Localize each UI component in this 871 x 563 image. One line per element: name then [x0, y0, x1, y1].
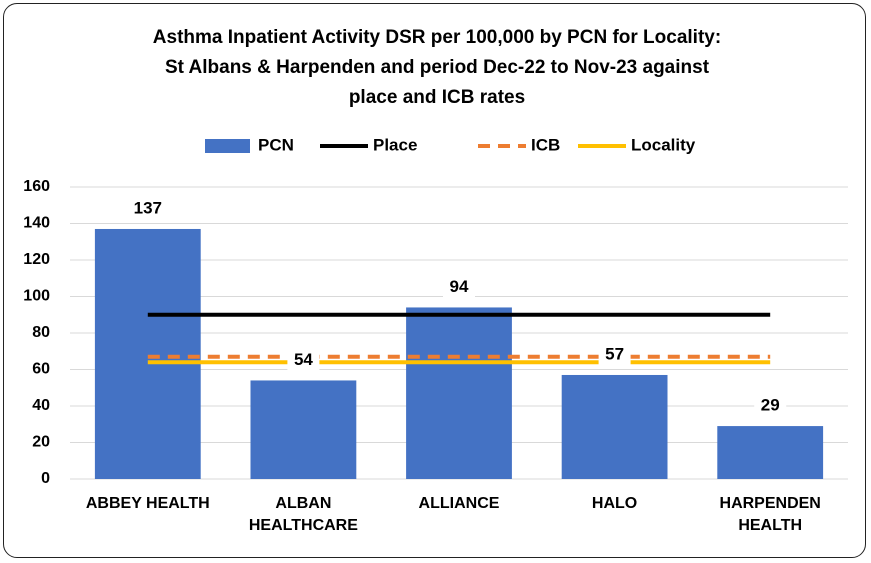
y-tick-label: 140 [23, 215, 50, 232]
bar [250, 380, 357, 479]
chart-border [3, 3, 866, 558]
y-tick-label: 0 [41, 470, 50, 487]
bar [94, 228, 201, 479]
bar [406, 307, 512, 479]
x-tick-label: ALBAN HEALTHCARE [248, 495, 358, 534]
x-tick-label: HALO [591, 495, 638, 512]
chart-title: Asthma Inpatient Activity DSR per 100,00… [153, 27, 721, 48]
y-tick-label: 160 [23, 178, 50, 195]
data-label: 94 [450, 277, 469, 296]
legend-swatch [205, 139, 250, 153]
data-label-bg [131, 197, 164, 220]
data-label-bg [598, 343, 631, 366]
data-label-bg [287, 349, 320, 372]
x-tick-label: ALLIANCE [418, 495, 500, 512]
x-tick-label: ABBEY HEALTH [85, 495, 210, 512]
x-tick-label: HARPENDEN HEALTH [719, 495, 821, 534]
data-label-bg [754, 395, 787, 418]
y-tick-label: 40 [32, 397, 50, 414]
legend-label: Place [373, 135, 417, 154]
legend-label: ICB [531, 135, 560, 154]
bar [561, 374, 668, 479]
chart-title: St Albans & Harpenden and period Dec-22 … [165, 57, 710, 78]
legend-label: Locality [631, 135, 696, 154]
data-label-bg [443, 276, 475, 299]
legend-label: PCN [258, 135, 294, 154]
data-label: 54 [294, 350, 313, 369]
y-tick-label: 80 [32, 324, 50, 341]
y-tick-label: 60 [32, 361, 50, 378]
y-tick-label: 20 [32, 434, 50, 451]
bar [717, 426, 824, 479]
data-label: 29 [761, 396, 780, 415]
y-tick-label: 100 [23, 288, 50, 305]
data-label: 57 [605, 344, 624, 363]
data-label: 137 [134, 198, 162, 217]
y-tick-label: 120 [23, 251, 50, 268]
chart-title: place and ICB rates [349, 87, 525, 108]
